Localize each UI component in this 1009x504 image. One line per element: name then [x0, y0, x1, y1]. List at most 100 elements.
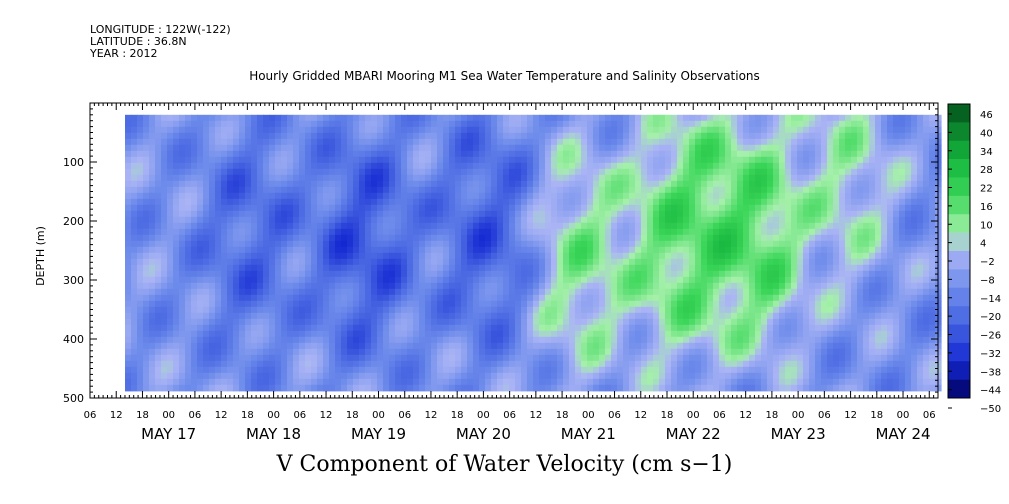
field-cell	[233, 120, 240, 128]
field-cell	[245, 294, 252, 302]
field-cell	[407, 198, 414, 206]
field-cell	[743, 144, 750, 152]
field-cell	[485, 168, 492, 176]
field-cell	[713, 192, 720, 200]
field-cell	[527, 168, 534, 176]
field-cell	[743, 138, 750, 146]
field-cell	[287, 204, 294, 212]
field-cell	[431, 132, 438, 140]
field-cell	[263, 120, 270, 128]
field-cell	[917, 168, 924, 176]
field-cell	[875, 270, 882, 278]
field-cell	[293, 258, 300, 266]
field-cell	[689, 330, 696, 338]
field-cell	[863, 138, 870, 146]
field-cell	[923, 264, 930, 272]
field-cell	[179, 318, 186, 326]
field-cell	[803, 246, 810, 254]
field-cell	[407, 264, 414, 272]
field-cell	[653, 126, 660, 134]
field-cell	[509, 240, 516, 248]
field-cell	[869, 156, 876, 164]
field-cell	[203, 156, 210, 164]
field-cell	[881, 174, 888, 182]
field-cell	[719, 270, 726, 278]
field-cell	[761, 144, 768, 152]
field-cell	[395, 138, 402, 146]
field-cell	[701, 246, 708, 254]
field-cell	[515, 318, 522, 326]
field-cell	[449, 114, 456, 122]
field-cell	[779, 228, 786, 236]
field-cell	[353, 186, 360, 194]
field-cell	[263, 174, 270, 182]
field-cell	[899, 144, 906, 152]
field-cell	[167, 330, 174, 338]
field-cell	[737, 120, 744, 128]
field-cell	[215, 288, 222, 296]
field-cell	[545, 258, 552, 266]
field-cell	[821, 138, 828, 146]
field-cell	[443, 204, 450, 212]
field-cell	[815, 192, 822, 200]
field-cell	[197, 300, 204, 308]
field-cell	[233, 180, 240, 188]
field-cell	[209, 228, 216, 236]
field-cell	[143, 252, 150, 260]
field-cell	[881, 192, 888, 200]
field-cell	[923, 246, 930, 254]
field-cell	[695, 246, 702, 254]
field-cell	[425, 234, 432, 242]
field-cell	[923, 294, 930, 302]
field-cell	[293, 174, 300, 182]
field-cell	[329, 318, 336, 326]
field-cell	[509, 120, 516, 128]
field-cell	[803, 204, 810, 212]
field-cell	[389, 252, 396, 260]
field-cell	[281, 240, 288, 248]
field-cell	[695, 312, 702, 320]
field-cell	[767, 132, 774, 140]
field-cell	[479, 252, 486, 260]
field-cell	[539, 120, 546, 128]
field-cell	[899, 114, 906, 122]
field-cell	[767, 282, 774, 290]
field-cell	[413, 270, 420, 278]
field-cell	[227, 294, 234, 302]
field-cell	[407, 234, 414, 242]
field-cell	[167, 156, 174, 164]
field-cell	[299, 150, 306, 158]
field-cell	[749, 192, 756, 200]
field-cell	[431, 312, 438, 320]
field-cell	[707, 228, 714, 236]
field-cell	[671, 222, 678, 230]
field-cell	[383, 330, 390, 338]
field-cell	[323, 300, 330, 308]
field-cell	[281, 330, 288, 338]
field-cell	[743, 264, 750, 272]
field-cell	[707, 132, 714, 140]
field-cell	[905, 198, 912, 206]
field-cell	[791, 156, 798, 164]
field-cell	[443, 144, 450, 152]
field-cell	[449, 306, 456, 314]
field-cell	[227, 138, 234, 146]
field-cell	[155, 282, 162, 290]
field-cell	[131, 312, 138, 320]
field-cell	[233, 162, 240, 170]
field-cell	[653, 240, 660, 248]
field-cell	[917, 312, 924, 320]
field-cell	[197, 132, 204, 140]
field-cell	[707, 186, 714, 194]
field-cell	[719, 174, 726, 182]
field-cell	[395, 168, 402, 176]
field-cell	[515, 282, 522, 290]
field-cell	[749, 126, 756, 134]
field-cell	[839, 300, 846, 308]
field-cell	[221, 168, 228, 176]
field-cell	[749, 168, 756, 176]
field-cell	[305, 294, 312, 302]
field-cell	[347, 270, 354, 278]
field-cell	[251, 186, 258, 194]
field-cell	[539, 186, 546, 194]
